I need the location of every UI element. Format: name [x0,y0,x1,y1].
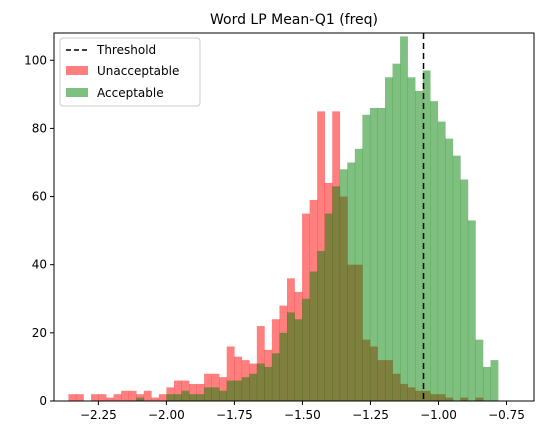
bar-unacceptable-0 [68,394,77,401]
bar-acceptable-9 [136,397,145,401]
legend-acceptable-label: Acceptable [97,86,164,100]
bar-acceptable-28 [279,332,288,401]
bar-unacceptable-8 [128,390,137,401]
bar-acceptable-29 [287,312,295,401]
chart-title: Word LP Mean-Q1 (freq) [210,12,378,28]
bar-acceptable-46 [415,90,423,402]
bar-unacceptable-21 [226,346,235,401]
x-tick-label-5: −1.00 [420,408,457,422]
bar-acceptable-51 [452,155,461,401]
y-tick-label-2: 40 [32,258,47,272]
bar-unacceptable-10 [143,390,152,401]
bar-acceptable-54 [475,339,484,401]
x-axis: −2.25 −2.00 −1.75 −1.50 −1.25 −1.00 −0.75 [80,401,525,422]
bar-acceptable-42 [384,77,393,402]
bar-acceptable-26 [264,366,273,401]
x-tick-label-2: −1.75 [216,408,253,422]
bar-acceptable-20 [219,390,228,401]
bar-acceptable-36 [339,169,348,401]
plot-frame [53,32,535,402]
bar-acceptable-16 [189,394,197,401]
y-tick-label-5: 100 [24,53,47,67]
bar-unacceptable-20 [219,377,228,401]
bar-acceptable-22 [234,380,243,401]
bar-unacceptable-7 [121,390,130,401]
bar-acceptable-35 [332,186,341,401]
bar-acceptable-40 [369,107,378,402]
bar-acceptable-17 [196,394,205,401]
bar-acceptable-52 [460,179,469,401]
bar-acceptable-41 [377,107,386,402]
y-axis: 0 20 40 60 80 100 [24,53,54,408]
legend-acceptable-swatch [66,88,88,97]
bar-unacceptable-17 [196,383,205,401]
x-tick-label-0: −2.25 [80,408,117,422]
y-tick-label-3: 60 [32,190,47,204]
bar-acceptable-30 [294,319,303,401]
x-tick-label-6: −0.75 [488,408,525,422]
bar-acceptable-18 [204,387,212,401]
bar-acceptable-55 [482,366,491,401]
legend-box [59,37,201,107]
y-tick-label-4: 80 [32,121,47,135]
bar-acceptable-50 [445,138,454,401]
bar-unacceptable-12 [158,394,167,401]
legend: Threshold Unacceptable Acceptable [59,37,201,107]
bar-acceptable-25 [256,363,265,401]
bar-acceptable-39 [362,114,371,401]
x-tick-label-4: −1.25 [352,408,389,422]
bar-acceptable-47 [422,70,431,401]
bar-acceptable-31 [302,298,310,401]
bar-acceptable-14 [173,394,182,401]
bar-unacceptable-4 [98,394,107,401]
bar-acceptable-38 [354,148,363,401]
y-tick-label-1: 20 [32,326,47,340]
bar-acceptable-23 [241,377,250,401]
bar-unacceptable-13 [166,387,175,401]
bar-unacceptable-5 [106,397,114,401]
x-tick-label-1: −2.00 [148,408,185,422]
bar-acceptable-34 [324,213,333,401]
bar-acceptable-44 [400,36,408,401]
bar-acceptable-21 [226,380,235,401]
legend-unacceptable-label: Unacceptable [97,64,179,78]
bar-unacceptable-3 [91,394,99,401]
bar-acceptable-43 [392,63,401,402]
bar-acceptable-15 [181,390,190,401]
bar-acceptable-33 [317,251,325,401]
bar-acceptable-27 [271,353,280,401]
bar-unacceptable-14 [173,380,182,401]
bar-acceptable-49 [437,121,446,401]
legend-threshold-label: Threshold [96,43,156,57]
bar-acceptable-24 [249,373,258,401]
bar-unacceptable-22 [234,356,243,401]
bar-unacceptable-11 [151,397,160,401]
legend-unacceptable-swatch [66,66,88,75]
histogram-bars [68,36,499,402]
bar-acceptable-13 [166,394,175,401]
y-tick-label-0: 0 [39,394,47,408]
bar-unacceptable-1 [75,394,84,401]
x-tick-label-3: −1.50 [284,408,321,422]
bar-acceptable-32 [309,271,318,401]
bar-acceptable-45 [407,77,416,402]
bar-unacceptable-16 [189,383,197,401]
bar-acceptable-19 [211,387,220,401]
bar-acceptable-37 [347,162,356,401]
bar-acceptable-53 [467,220,476,401]
bar-acceptable-48 [430,101,439,402]
bar-unacceptable-6 [113,394,122,401]
bar-acceptable-56 [490,360,499,401]
